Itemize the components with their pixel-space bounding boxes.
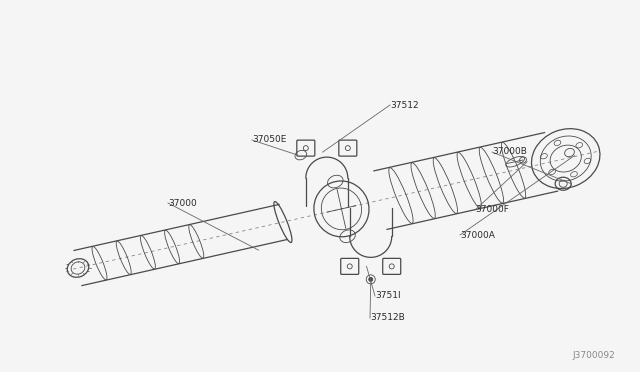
Text: J3700092: J3700092 — [572, 351, 615, 360]
Ellipse shape — [369, 278, 372, 281]
Text: 3751l: 3751l — [375, 292, 401, 301]
Text: 37000A: 37000A — [460, 231, 495, 240]
Text: 37000B: 37000B — [492, 148, 527, 157]
Text: 37050E: 37050E — [252, 135, 286, 144]
Text: 37512B: 37512B — [370, 314, 404, 323]
Text: 37000F: 37000F — [475, 205, 509, 215]
Text: 37512: 37512 — [390, 100, 419, 109]
Text: 37000: 37000 — [168, 199, 196, 208]
